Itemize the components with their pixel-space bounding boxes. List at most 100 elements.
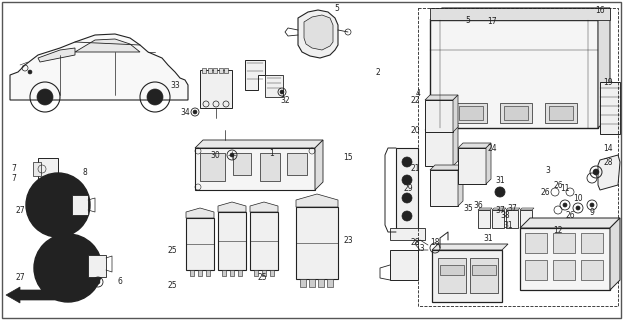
Bar bbox=[200, 70, 232, 108]
Text: 21: 21 bbox=[411, 164, 420, 172]
Circle shape bbox=[34, 234, 102, 302]
Bar bbox=[425, 130, 453, 166]
Bar bbox=[198, 270, 202, 276]
Text: 34: 34 bbox=[180, 108, 190, 116]
Bar bbox=[390, 250, 418, 280]
Circle shape bbox=[38, 185, 78, 225]
Bar bbox=[418, 8, 618, 306]
Polygon shape bbox=[38, 48, 75, 62]
Text: 20: 20 bbox=[410, 125, 420, 134]
Polygon shape bbox=[298, 10, 338, 58]
Bar bbox=[440, 265, 464, 275]
Bar bbox=[186, 218, 214, 270]
Polygon shape bbox=[458, 165, 463, 206]
Polygon shape bbox=[486, 143, 491, 184]
Bar bbox=[296, 207, 338, 279]
Circle shape bbox=[280, 90, 284, 94]
Text: 31: 31 bbox=[483, 234, 493, 243]
Bar bbox=[525, 260, 547, 280]
Text: 25: 25 bbox=[167, 245, 177, 254]
Text: 14: 14 bbox=[603, 143, 613, 153]
Text: 13: 13 bbox=[415, 244, 425, 252]
Bar bbox=[472, 265, 496, 275]
Circle shape bbox=[26, 173, 90, 237]
Bar bbox=[200, 153, 225, 181]
Text: 7: 7 bbox=[12, 164, 16, 172]
Bar bbox=[224, 68, 228, 73]
Bar bbox=[581, 260, 603, 280]
Text: FR.: FR. bbox=[38, 278, 54, 287]
Bar bbox=[233, 153, 251, 175]
Circle shape bbox=[495, 187, 505, 197]
Bar bbox=[207, 68, 211, 73]
Polygon shape bbox=[430, 165, 463, 170]
Polygon shape bbox=[453, 125, 458, 166]
Text: 37: 37 bbox=[495, 205, 505, 214]
Text: 35: 35 bbox=[463, 204, 473, 212]
Bar bbox=[543, 218, 559, 238]
Bar bbox=[300, 279, 306, 287]
Text: 5: 5 bbox=[465, 15, 470, 25]
Polygon shape bbox=[10, 34, 188, 100]
Bar bbox=[478, 210, 490, 228]
Bar bbox=[222, 270, 226, 276]
Text: 24: 24 bbox=[487, 143, 497, 153]
Text: 9: 9 bbox=[589, 207, 594, 217]
Text: 8: 8 bbox=[83, 167, 87, 177]
Text: 22: 22 bbox=[411, 95, 420, 105]
Bar bbox=[33, 162, 41, 176]
Text: 16: 16 bbox=[595, 5, 605, 14]
Bar bbox=[458, 148, 486, 184]
Text: 3: 3 bbox=[546, 165, 551, 174]
Text: 19: 19 bbox=[603, 77, 613, 86]
Bar bbox=[202, 68, 206, 73]
Polygon shape bbox=[520, 208, 534, 210]
Bar bbox=[459, 106, 483, 120]
Text: 5: 5 bbox=[335, 4, 340, 12]
Bar bbox=[430, 170, 458, 206]
Bar bbox=[260, 153, 280, 181]
Text: 2: 2 bbox=[376, 68, 381, 76]
Text: 30: 30 bbox=[210, 150, 220, 159]
Circle shape bbox=[498, 190, 502, 194]
Text: 18: 18 bbox=[430, 237, 440, 246]
Bar bbox=[430, 8, 610, 20]
Bar bbox=[318, 279, 324, 287]
Polygon shape bbox=[598, 8, 610, 128]
Bar bbox=[425, 100, 453, 132]
Polygon shape bbox=[218, 202, 246, 212]
Bar bbox=[254, 270, 258, 276]
Text: 38: 38 bbox=[500, 211, 510, 220]
Bar bbox=[265, 75, 283, 97]
Polygon shape bbox=[195, 140, 323, 148]
Polygon shape bbox=[610, 218, 620, 290]
Bar bbox=[88, 255, 106, 277]
Text: 6: 6 bbox=[118, 276, 123, 285]
Bar bbox=[250, 212, 278, 270]
Bar bbox=[219, 68, 222, 73]
Circle shape bbox=[193, 110, 197, 114]
Text: 36: 36 bbox=[473, 201, 483, 210]
Circle shape bbox=[37, 89, 53, 105]
Text: 1: 1 bbox=[270, 148, 274, 157]
Circle shape bbox=[563, 203, 567, 207]
Text: 15: 15 bbox=[343, 153, 353, 162]
Bar bbox=[504, 106, 528, 120]
Bar bbox=[195, 148, 315, 190]
Bar bbox=[72, 195, 88, 215]
Text: 12: 12 bbox=[553, 226, 563, 235]
Bar bbox=[230, 270, 234, 276]
Bar bbox=[238, 270, 242, 276]
Text: 17: 17 bbox=[487, 17, 497, 26]
Bar bbox=[390, 228, 425, 240]
Text: 28: 28 bbox=[411, 237, 420, 246]
Text: 31: 31 bbox=[495, 175, 505, 185]
Bar bbox=[492, 210, 504, 228]
Text: 10: 10 bbox=[573, 194, 583, 203]
Circle shape bbox=[28, 70, 32, 74]
Text: 28: 28 bbox=[603, 157, 613, 166]
Text: 4: 4 bbox=[416, 89, 421, 98]
Polygon shape bbox=[598, 155, 620, 190]
Polygon shape bbox=[186, 208, 214, 218]
Polygon shape bbox=[432, 244, 508, 250]
